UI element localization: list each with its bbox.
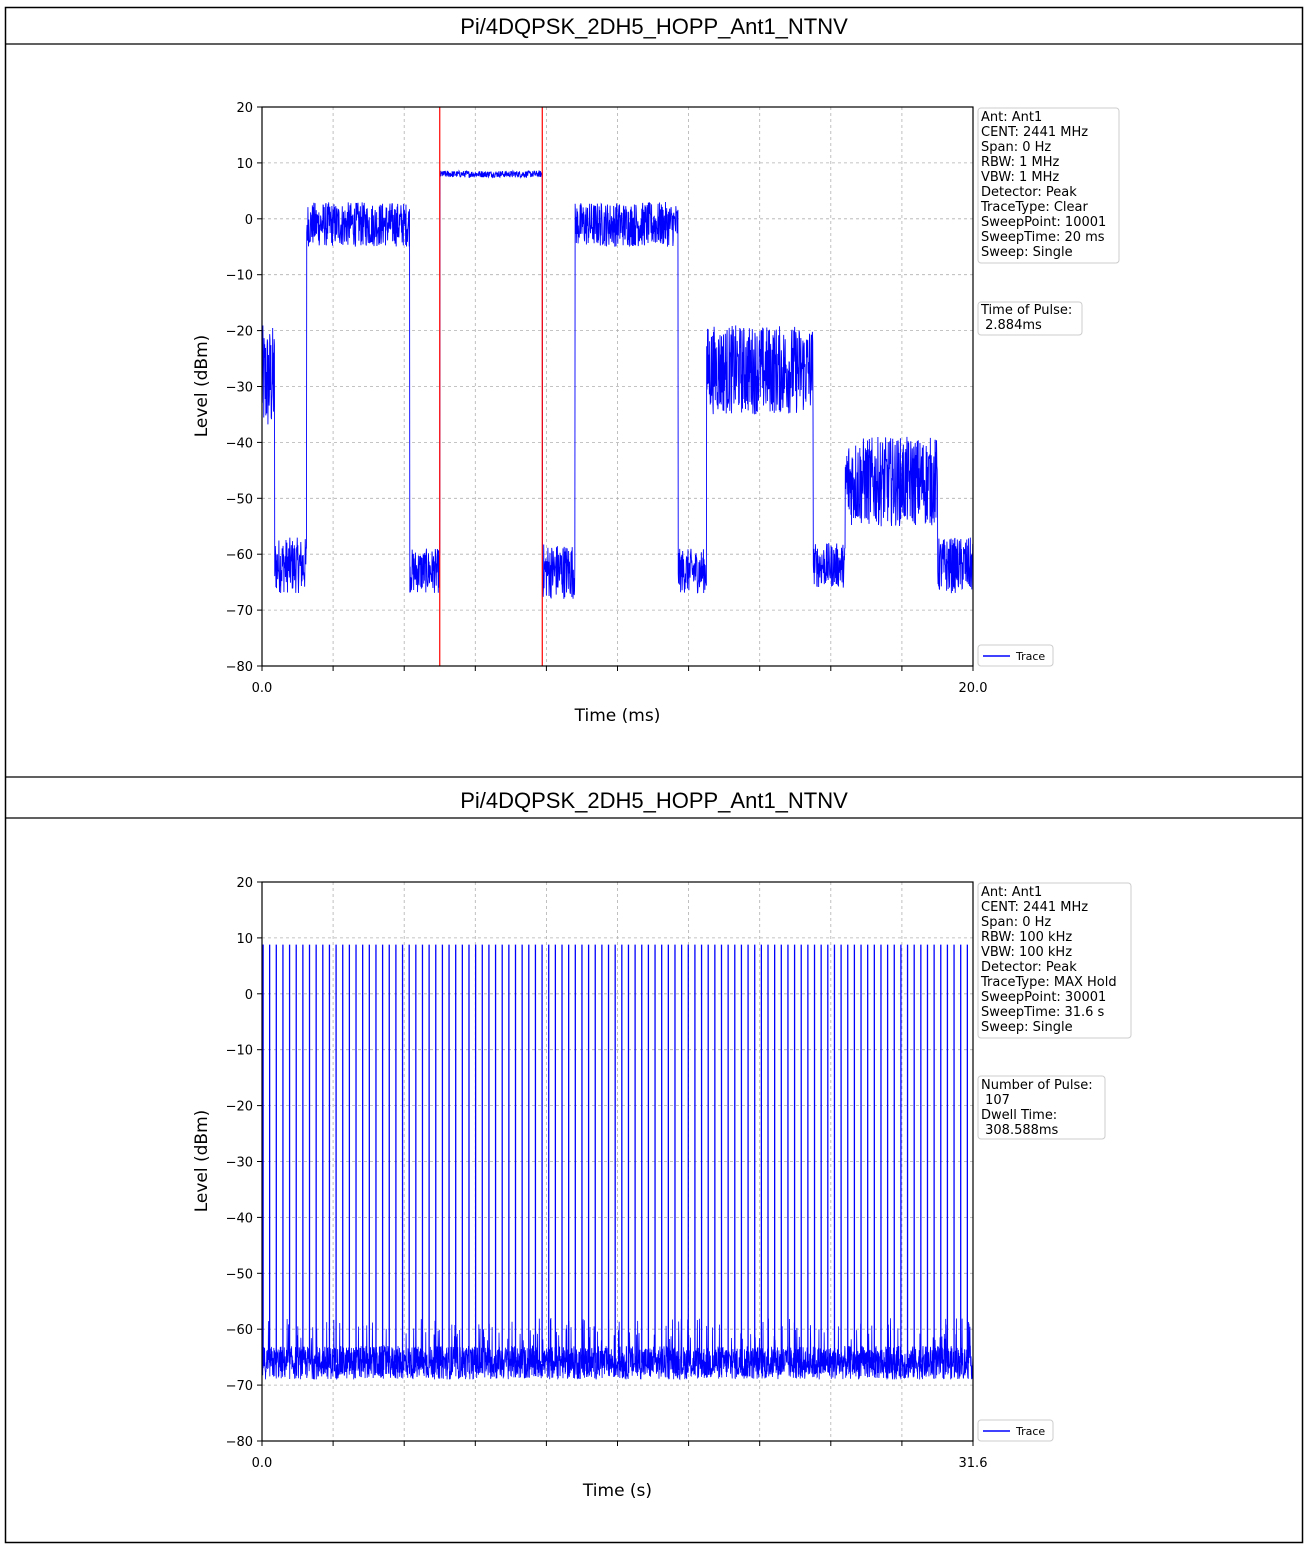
trace-path: [261, 169, 974, 599]
info-line: Ant: Ant1: [981, 885, 1042, 900]
y-tick-label: 20: [236, 101, 253, 116]
x-axis: [261, 1441, 974, 1446]
info-line: RBW: 1 MHz: [981, 155, 1059, 170]
x-tick-label: 0.0: [252, 681, 273, 696]
y-tick-label: −10: [226, 1044, 253, 1059]
info-line: RBW: 100 kHz: [981, 930, 1072, 945]
result-line: Dwell Time:: [981, 1108, 1057, 1123]
info-line: SweepPoint: 30001: [981, 990, 1106, 1005]
info-line: Sweep: Single: [981, 1020, 1073, 1035]
x-axis-label: Time (ms): [574, 706, 661, 726]
panel-caption: Pi/4DQPSK_2DH5_HOPP_Ant1_NTNV: [460, 788, 848, 813]
y-tick-label: 20: [236, 876, 253, 891]
result-box: [977, 1075, 1106, 1140]
table-frame: [4, 6, 1304, 1544]
y-axis-label: Level (dBm): [192, 335, 212, 438]
info-box: [977, 882, 1132, 1039]
y-tick-label: 10: [236, 932, 253, 947]
y-tick-label: −60: [226, 1323, 253, 1338]
legend-box: [977, 644, 1054, 667]
pulse-markers: [439, 107, 543, 666]
y-tick-label: −20: [226, 325, 253, 340]
info-box: [977, 107, 1120, 264]
y-tick-label: −50: [226, 1267, 253, 1282]
y-tick-label: 10: [236, 157, 253, 172]
max-hold-chart: 20 10 0 −10 −20 −30 −40 −50 −60 −70 −80 0.0 31.6 T…: [192, 876, 1132, 1501]
y-tick-label: −30: [226, 1156, 253, 1171]
info-line: TraceType: MAX Hold: [980, 975, 1117, 990]
y-tick-label: −30: [226, 381, 253, 396]
legend-label: Trace: [1015, 1425, 1045, 1438]
y-axis: 20 10 0 −10 −20 −30 −40 −50 −60 −70 −80: [226, 876, 262, 1450]
info-line: Ant: Ant1: [981, 110, 1042, 125]
info-line: CENT: 2441 MHz: [981, 125, 1088, 140]
info-line: VBW: 100 kHz: [981, 945, 1072, 960]
x-tick-label: 31.6: [959, 1456, 988, 1471]
trace-line: [261, 944, 974, 1381]
legend-box: [977, 1419, 1054, 1442]
y-tick-label: −40: [226, 1211, 253, 1226]
result-line: Number of Pulse:: [981, 1078, 1093, 1093]
result-line: 308.588ms: [981, 1123, 1059, 1138]
info-line: SweepPoint: 10001: [981, 215, 1106, 230]
y-tick-label: 0: [245, 988, 253, 1003]
y-tick-label: −40: [226, 436, 253, 451]
zero-span-chart: 20 10 0 −10 −20 −30 −40 −50 −60 −70 −80 0.0 20.0 T…: [192, 101, 1120, 726]
y-tick-label: −20: [226, 1100, 253, 1115]
result-line: Time of Pulse:: [980, 303, 1072, 318]
panel-caption: Pi/4DQPSK_2DH5_HOPP_Ant1_NTNV: [460, 14, 848, 39]
result-lines: Number of Pulse: 107 Dwell Time: 308.588…: [981, 1078, 1093, 1138]
grid: [262, 106, 973, 667]
result-box: [977, 301, 1083, 336]
legend-label: Trace: [1015, 650, 1045, 663]
info-line: SweepTime: 31.6 s: [981, 1005, 1105, 1020]
y-tick-label: −60: [226, 548, 253, 563]
info-line: SweepTime: 20 ms: [981, 230, 1105, 245]
info-line: Detector: Peak: [981, 185, 1077, 200]
info-lines: Ant: Ant1 CENT: 2441 MHz Span: 0 Hz RBW:…: [980, 110, 1106, 260]
y-tick-label: −70: [226, 604, 253, 619]
x-axis-label: Time (s): [582, 1481, 652, 1501]
y-tick-label: −50: [226, 492, 253, 507]
x-axis: [261, 666, 974, 671]
y-tick-label: −10: [226, 269, 253, 284]
y-axis-label: Level (dBm): [192, 1110, 212, 1213]
trace-line: [261, 169, 974, 599]
info-line: Sweep: Single: [981, 245, 1073, 260]
result-line: 107: [981, 1093, 1010, 1108]
y-tick-label: −70: [226, 1379, 253, 1394]
result-line: 2.884ms: [981, 318, 1042, 333]
noise-floor: [261, 1318, 974, 1381]
x-tick-label: 0.0: [252, 1456, 273, 1471]
info-line: Span: 0 Hz: [981, 915, 1051, 930]
info-line: Span: 0 Hz: [981, 140, 1051, 155]
info-lines: Ant: Ant1 CENT: 2441 MHz Span: 0 Hz RBW:…: [980, 885, 1117, 1035]
info-line: TraceType: Clear: [980, 200, 1089, 215]
info-line: Detector: Peak: [981, 960, 1077, 975]
y-axis: 20 10 0 −10 −20 −30 −40 −50 −60 −70 −80: [226, 101, 262, 675]
y-tick-label: −80: [226, 660, 253, 675]
y-tick-label: 0: [245, 213, 253, 228]
x-tick-label: 20.0: [959, 681, 988, 696]
y-tick-label: −80: [226, 1435, 253, 1450]
result-lines: Time of Pulse: 2.884ms: [980, 303, 1072, 333]
info-line: CENT: 2441 MHz: [981, 900, 1088, 915]
info-line: VBW: 1 MHz: [981, 170, 1059, 185]
